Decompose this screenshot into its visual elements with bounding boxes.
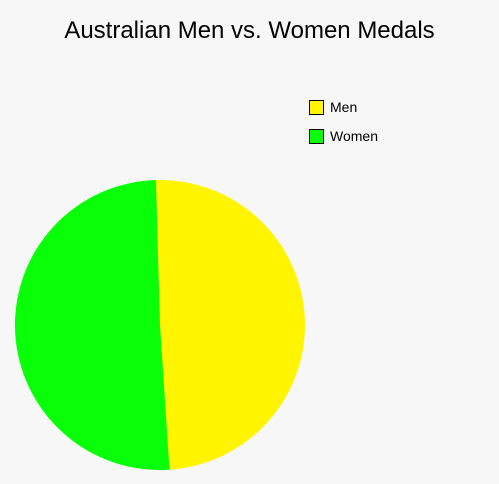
legend: Men Women — [309, 99, 378, 157]
legend-swatch-women — [309, 129, 324, 144]
chart-title: Australian Men vs. Women Medals — [64, 17, 435, 44]
legend-label-women: Women — [330, 128, 378, 144]
legend-label-men: Men — [330, 99, 358, 115]
legend-item-women: Women — [309, 128, 378, 145]
legend-item-men: Men — [309, 99, 378, 116]
pie-slice-men — [155, 180, 305, 470]
legend-swatch-men — [309, 100, 324, 115]
pie-slice-women — [14, 180, 170, 471]
pie-slices — [14, 180, 305, 471]
